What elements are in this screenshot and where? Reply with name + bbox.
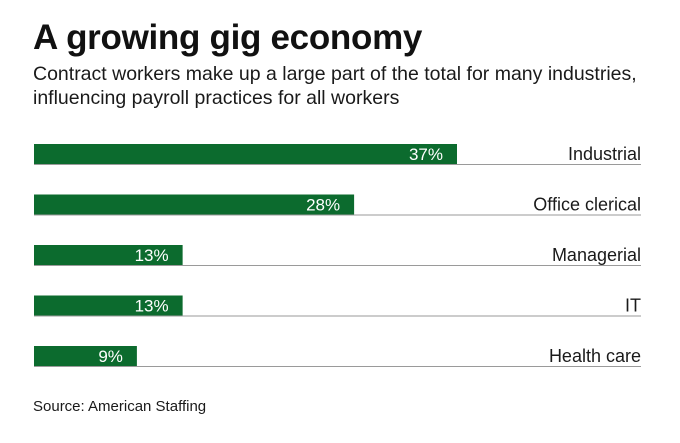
category-label: Industrial: [568, 144, 641, 164]
category-label: Health care: [549, 346, 641, 366]
bar: [34, 144, 457, 164]
chart-title: A growing gig economy: [33, 18, 423, 57]
bar: [34, 194, 355, 215]
bar-value-label: 9%: [98, 347, 123, 366]
bar-value-label: 28%: [306, 196, 340, 215]
source-note: Source: American Staffing: [33, 398, 207, 415]
bar: [34, 295, 183, 316]
bar-value-label: 37%: [409, 145, 443, 164]
chart-subtitle: Contract workers make up a large part of…: [33, 63, 637, 109]
category-label: Managerial: [552, 245, 641, 265]
category-label: Office clerical: [533, 195, 641, 215]
bar-value-label: 13%: [135, 297, 169, 316]
bar: [34, 245, 183, 265]
bar-value-label: 13%: [135, 246, 169, 265]
bar: [34, 346, 137, 366]
category-label: IT: [625, 296, 641, 316]
